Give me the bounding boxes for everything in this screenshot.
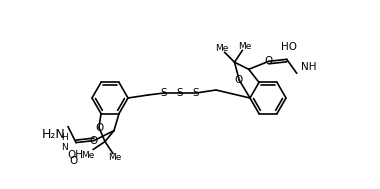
Text: O: O bbox=[96, 123, 104, 133]
Text: Me: Me bbox=[108, 153, 122, 162]
Text: OH: OH bbox=[67, 149, 83, 160]
Text: HO: HO bbox=[281, 42, 297, 52]
Text: S: S bbox=[193, 88, 200, 98]
Text: S: S bbox=[177, 88, 183, 98]
Text: S: S bbox=[161, 88, 167, 98]
Text: H
N: H N bbox=[61, 133, 67, 152]
Text: Me: Me bbox=[238, 42, 251, 51]
Text: Me: Me bbox=[215, 44, 228, 53]
Text: O: O bbox=[234, 75, 242, 85]
Text: Me: Me bbox=[81, 151, 95, 160]
Text: H₂N: H₂N bbox=[42, 128, 66, 141]
Text: O: O bbox=[90, 136, 98, 146]
Text: O: O bbox=[264, 56, 273, 66]
Text: NH: NH bbox=[301, 62, 317, 72]
Text: O: O bbox=[70, 156, 78, 166]
